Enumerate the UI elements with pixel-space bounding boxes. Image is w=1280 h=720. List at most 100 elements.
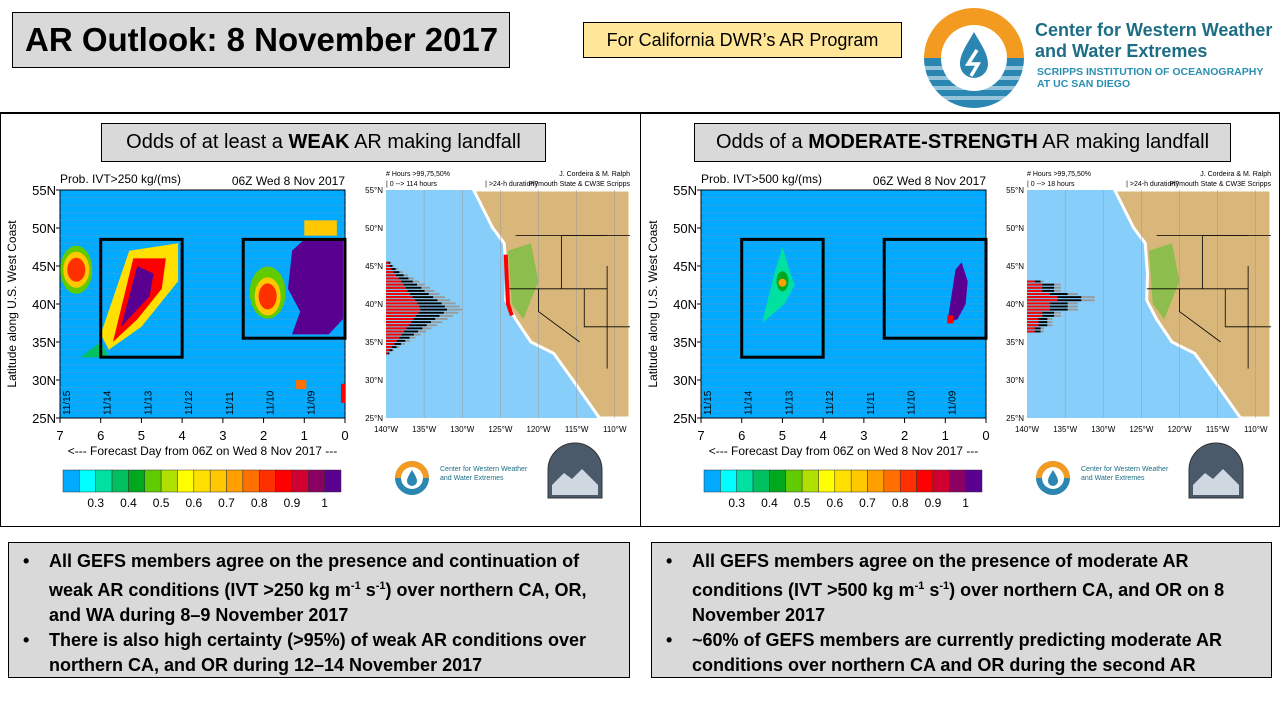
hours-bar-99 xyxy=(386,271,394,274)
y-tick-label: 55N xyxy=(673,183,697,198)
weak-ar-bullets: All GEFS members agree on the presence a… xyxy=(8,542,630,678)
map-lon-label: 125°W xyxy=(1129,425,1154,434)
colorbar-label: 0.8 xyxy=(892,496,909,510)
bullet-text: ~60% of GEFS members are currently predi… xyxy=(692,630,1222,675)
map-lat-label: 40°N xyxy=(1006,300,1024,309)
hours-bar-99 xyxy=(386,274,396,277)
map-lat-label: 35°N xyxy=(1006,338,1024,347)
cw3e-mini-logo-icon xyxy=(1036,461,1070,495)
map-lon-label: 130°W xyxy=(450,425,475,434)
hours-bar-99 xyxy=(386,261,389,264)
map-header: # Hours >99,75,50% xyxy=(386,171,450,178)
hours-bar-99 xyxy=(386,333,402,336)
date-label: 11/10 xyxy=(907,390,918,415)
colorbar-swatch xyxy=(160,469,178,493)
y-tick-label: 50N xyxy=(32,221,56,236)
y-tick-label: 50N xyxy=(673,221,697,236)
colorbar-swatch xyxy=(752,469,770,493)
hours-bar-99 xyxy=(386,305,420,308)
map-lon-label: 110°W xyxy=(1244,425,1268,434)
colorbar-swatch xyxy=(209,469,227,493)
date-label: 11/14 xyxy=(103,390,114,415)
vegetation-area xyxy=(508,243,539,320)
colorbar-swatch xyxy=(258,469,276,493)
colorbar-swatch xyxy=(324,469,342,493)
hours-bar-99 xyxy=(386,336,400,339)
subtitle-bold: MODERATE-STRENGTH xyxy=(808,131,1038,153)
x-tick-label: 2 xyxy=(260,428,267,443)
map-credit: J. Cordeira & M. Ralph xyxy=(1200,171,1271,178)
colorbar-swatch xyxy=(111,469,129,493)
hours-bar-99 xyxy=(1027,308,1050,311)
hours-bar-99 xyxy=(386,296,413,299)
colorbar-label: 0.3 xyxy=(728,496,745,510)
y-tick-label: 45N xyxy=(32,259,56,274)
date-label: 11/09 xyxy=(306,390,317,415)
subtitle-text: AR making landfall xyxy=(349,131,521,153)
bullet-text: s xyxy=(924,580,940,600)
probability-blob xyxy=(258,283,277,310)
hours-bar-99 xyxy=(1027,330,1035,333)
plymouth-state-logo-icon xyxy=(1188,442,1244,499)
hours-bar-99 xyxy=(1027,314,1043,317)
map-header: | 0 --> 114 hours xyxy=(386,181,437,188)
map-lat-label: 25°N xyxy=(1006,414,1024,423)
hours-bar-99 xyxy=(1027,289,1043,292)
map-lat-label: 50°N xyxy=(1006,224,1024,233)
hours-bar-99 xyxy=(1027,283,1043,286)
weak-ar-subtitle: Odds of at least a WEAK AR making landfa… xyxy=(101,123,546,162)
plot-time: 06Z Wed 8 Nov 2017 xyxy=(232,174,346,188)
colorbar-label: 0.4 xyxy=(120,496,137,510)
mini-logo-text: Center for Western Weather xyxy=(1081,466,1169,473)
land-area xyxy=(1112,188,1273,420)
y-tick-label: 35N xyxy=(32,335,56,350)
hours-bar-99 xyxy=(386,321,412,324)
date-label: 11/11 xyxy=(866,391,877,415)
colorbar-label: 0.8 xyxy=(251,496,268,510)
date-label: 11/14 xyxy=(744,390,755,415)
hours-bar-99 xyxy=(386,352,388,355)
hours-bar-99 xyxy=(386,283,404,286)
hours-bar-99 xyxy=(1027,318,1039,320)
land-area xyxy=(471,188,632,420)
map-lon-label: 110°W xyxy=(603,425,627,434)
x-tick-label: 5 xyxy=(779,428,786,443)
hours-bar-99 xyxy=(386,280,402,283)
bullet-item: ~60% of GEFS members are currently predi… xyxy=(666,628,1257,678)
probability-blob xyxy=(121,266,154,327)
x-tick-label: 6 xyxy=(97,428,104,443)
subtitle-text: AR making landfall xyxy=(1037,131,1210,153)
colorbar-label: 0.9 xyxy=(284,496,301,510)
colorbar-label: 0.5 xyxy=(153,496,170,510)
logo-line: SCRIPPS INSTITUTION OF OCEANOGRAPHY xyxy=(1037,66,1264,78)
hours-bar-99 xyxy=(386,299,415,302)
colorbar-label: 1 xyxy=(962,496,969,510)
colorbar-swatch xyxy=(899,469,917,493)
map-lat-label: 45°N xyxy=(1006,262,1024,271)
probability-blob xyxy=(947,262,968,323)
x-tick-label: 4 xyxy=(820,428,827,443)
hours-bar-99 xyxy=(386,308,421,311)
colorbar-swatch xyxy=(883,469,901,493)
subtitle-bold: WEAK xyxy=(288,131,350,153)
state-border xyxy=(1146,235,1271,369)
bullet-text: There is also high certainty (>95%) of w… xyxy=(49,630,586,675)
plymouth-state-logo-icon xyxy=(547,442,603,499)
y-tick-label: 40N xyxy=(32,297,56,312)
colorbar-swatch xyxy=(242,469,260,493)
date-label: 11/12 xyxy=(825,390,836,415)
superscript: -1 xyxy=(914,580,925,592)
hours-bar-99 xyxy=(1027,321,1039,324)
colorbar-label: 0.9 xyxy=(925,496,942,510)
x-tick-label: 1 xyxy=(942,428,949,443)
colorbar-swatch xyxy=(834,469,852,493)
bullet-text: ) over northern CA, OR, and WA during 8–… xyxy=(49,580,587,625)
ar-event-box xyxy=(99,237,184,359)
hours-bar-99 xyxy=(386,286,406,289)
ar-event-box xyxy=(241,237,347,340)
map-header: | 0 --> 18 hours xyxy=(1027,181,1075,188)
mini-logo-text: Center for Western Weather xyxy=(440,466,528,473)
map-lat-label: 55°N xyxy=(365,186,383,195)
hours-bar-99 xyxy=(386,293,411,295)
logo-institution: SCRIPPS INSTITUTION OF OCEANOGRAPHY AT UC… xyxy=(1037,66,1263,90)
